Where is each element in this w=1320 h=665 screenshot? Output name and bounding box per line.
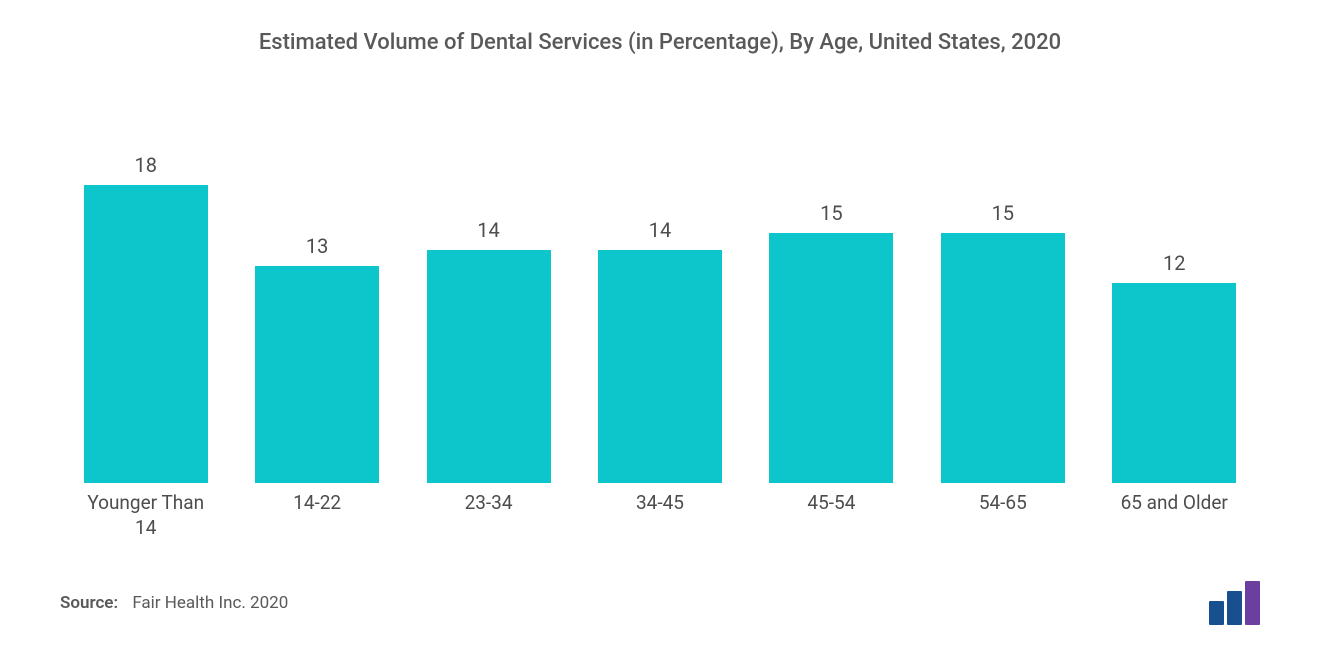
source-label: Source: bbox=[60, 593, 118, 613]
bar-value-label: 14 bbox=[649, 218, 671, 242]
bar-wrap: 12 bbox=[1104, 153, 1244, 483]
bar-wrap: 15 bbox=[761, 153, 901, 483]
bar-group: 13 14-22 bbox=[247, 153, 387, 541]
bar-group: 18 Younger Than 14 bbox=[76, 153, 216, 541]
source-line: Source: Fair Health Inc. 2020 bbox=[60, 593, 288, 613]
bar bbox=[427, 250, 551, 483]
logo-bar-icon bbox=[1227, 591, 1242, 625]
bar-value-label: 15 bbox=[992, 201, 1014, 225]
bar-category-label: 54-65 bbox=[979, 491, 1027, 541]
bar-group: 15 54-65 bbox=[933, 153, 1073, 541]
bar-category-label: 45-54 bbox=[807, 491, 855, 541]
bar-category-label: 65 and Older bbox=[1121, 491, 1228, 541]
bar-category-label: 23-34 bbox=[465, 491, 513, 541]
bar-group: 14 34-45 bbox=[590, 153, 730, 541]
plot-area: 18 Younger Than 14 13 14-22 14 23-34 14 34-45 15… bbox=[50, 115, 1270, 561]
bar-wrap: 13 bbox=[247, 153, 387, 483]
bar-group: 12 65 and Older bbox=[1104, 153, 1244, 541]
bar-wrap: 14 bbox=[419, 153, 559, 483]
bar-category-label: 14-22 bbox=[293, 491, 341, 541]
bar-category-label: 34-45 bbox=[636, 491, 684, 541]
bar-value-label: 12 bbox=[1163, 251, 1185, 275]
bar bbox=[84, 185, 208, 483]
bar-wrap: 18 bbox=[76, 153, 216, 483]
bar-value-label: 18 bbox=[134, 153, 156, 177]
chart-container: Estimated Volume of Dental Services (in … bbox=[0, 0, 1320, 665]
bar-group: 15 45-54 bbox=[761, 153, 901, 541]
source-text: Fair Health Inc. 2020 bbox=[132, 593, 288, 613]
bar-value-label: 15 bbox=[820, 201, 842, 225]
chart-footer: Source: Fair Health Inc. 2020 bbox=[50, 561, 1270, 625]
bar-group: 14 23-34 bbox=[419, 153, 559, 541]
bar bbox=[598, 250, 722, 483]
logo-bar-icon bbox=[1209, 601, 1224, 625]
chart-title: Estimated Volume of Dental Services (in … bbox=[50, 30, 1270, 55]
bar bbox=[255, 266, 379, 483]
bar-value-label: 14 bbox=[477, 218, 499, 242]
bar-category-label: Younger Than 14 bbox=[76, 491, 216, 541]
bar bbox=[1112, 283, 1236, 483]
bar bbox=[941, 233, 1065, 483]
logo-bar-icon bbox=[1245, 581, 1260, 625]
bar bbox=[769, 233, 893, 483]
bar-value-label: 13 bbox=[306, 234, 328, 258]
brand-logo bbox=[1209, 581, 1260, 625]
bar-wrap: 14 bbox=[590, 153, 730, 483]
bar-wrap: 15 bbox=[933, 153, 1073, 483]
